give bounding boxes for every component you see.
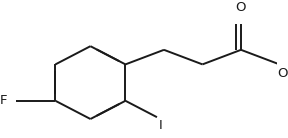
Text: O: O: [236, 1, 246, 14]
Text: F: F: [0, 94, 8, 107]
Text: O: O: [277, 67, 287, 80]
Text: I: I: [158, 119, 162, 132]
